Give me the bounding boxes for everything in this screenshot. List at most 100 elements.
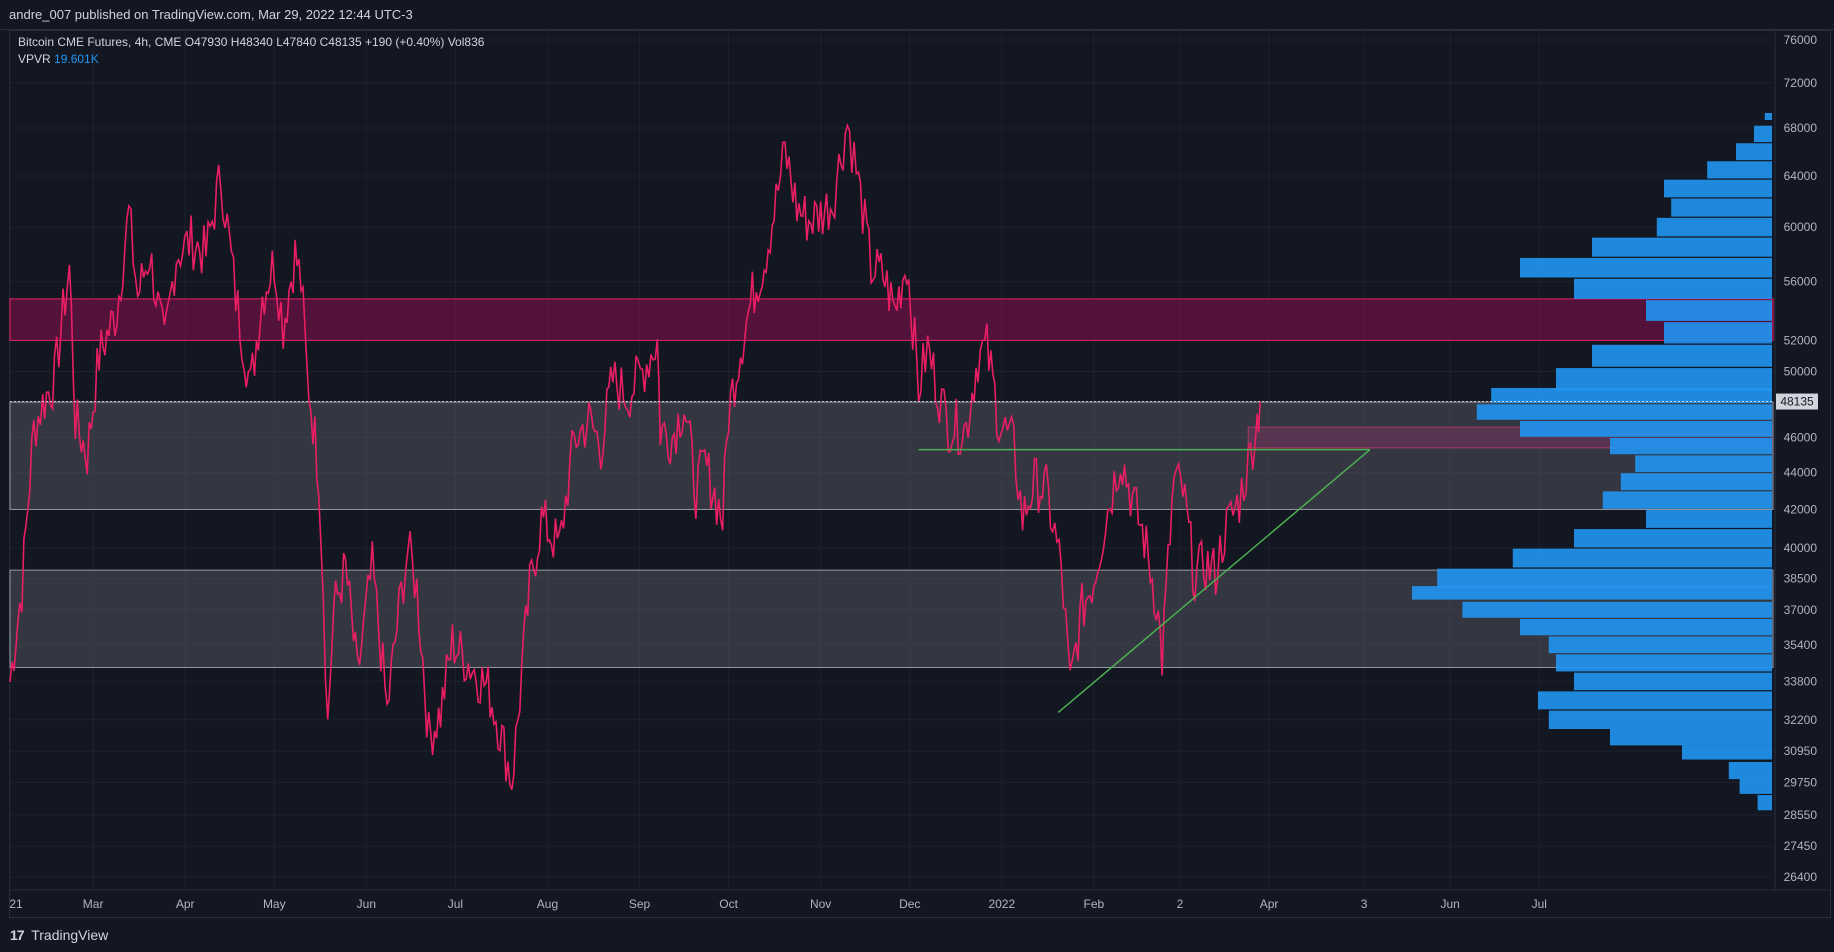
volume-profile-bar bbox=[1412, 586, 1772, 600]
volume-profile-bar bbox=[1736, 143, 1772, 161]
open-label: O bbox=[184, 35, 195, 49]
vpvr-label[interactable]: VPVR bbox=[18, 52, 51, 66]
x-tick-label: Nov bbox=[810, 897, 831, 911]
high-value: 48340 bbox=[239, 35, 273, 49]
last-price-label: 48135 bbox=[1780, 395, 1814, 409]
y-tick-label: 42000 bbox=[1784, 502, 1818, 516]
volume-profile-bar bbox=[1548, 710, 1772, 730]
volume-profile-bar bbox=[1671, 198, 1772, 217]
close-value: 48135 bbox=[328, 35, 362, 49]
chart-legend: Bitcoin CME Futures, 4h, CME O47930 H483… bbox=[18, 34, 484, 68]
y-tick-label: 40000 bbox=[1784, 541, 1818, 555]
volume-profile-bar bbox=[1574, 672, 1772, 691]
vol-value: 836 bbox=[464, 35, 485, 49]
volume-profile-bar bbox=[1682, 745, 1772, 760]
volume-profile-bar bbox=[1739, 778, 1772, 794]
y-tick-label: 29750 bbox=[1784, 775, 1818, 789]
x-tick-label: Jun bbox=[1440, 897, 1459, 911]
price-series[interactable] bbox=[9, 122, 1261, 790]
x-tick-label: Feb bbox=[1083, 897, 1104, 911]
y-tick-label: 44000 bbox=[1784, 466, 1818, 480]
symbol-title[interactable]: Bitcoin CME Futures, 4h, CME bbox=[18, 35, 182, 49]
y-tick-label: 76000 bbox=[1784, 33, 1818, 47]
support-zone[interactable] bbox=[9, 401, 1774, 510]
x-tick-label: Jul bbox=[1532, 897, 1547, 911]
x-tick-label: May bbox=[263, 897, 286, 911]
x-tick-label: 21 bbox=[9, 897, 23, 911]
publish-header: andre_007 published on TradingView.com, … bbox=[0, 0, 1834, 30]
volume-profile-bar bbox=[1462, 601, 1772, 618]
volume-profile-bar bbox=[1548, 636, 1772, 654]
volume-profile-bar bbox=[1728, 761, 1772, 780]
volume-profile-bar bbox=[1707, 161, 1772, 179]
footer-branding: 17 TradingView bbox=[0, 918, 1834, 952]
x-tick-label: 3 bbox=[1361, 897, 1368, 911]
high-label: H bbox=[230, 35, 240, 49]
resistance-zone[interactable] bbox=[9, 298, 1774, 341]
y-tick-label: 27450 bbox=[1784, 839, 1818, 853]
x-tick-label: Aug bbox=[537, 897, 558, 911]
y-tick-label: 68000 bbox=[1784, 121, 1818, 135]
tradingview-logo-icon: 17 bbox=[10, 927, 25, 943]
volume-profile-bar bbox=[1574, 278, 1772, 299]
footer-brand[interactable]: TradingView bbox=[31, 927, 109, 943]
legend-row-vpvr: VPVR 19.601K bbox=[18, 51, 484, 68]
volume-profile-bar bbox=[1754, 125, 1772, 143]
volume-profile-bar bbox=[1592, 344, 1772, 367]
open-value: 47930 bbox=[194, 35, 228, 49]
y-tick-label: 72000 bbox=[1784, 76, 1818, 90]
x-tick-label: Apr bbox=[176, 897, 195, 911]
volume-profile-bar bbox=[1520, 420, 1772, 437]
volume-profile-bar bbox=[1664, 322, 1772, 344]
trendline[interactable] bbox=[1057, 449, 1371, 714]
y-tick-label: 26400 bbox=[1784, 870, 1818, 884]
volume-profile-bar bbox=[1512, 548, 1772, 568]
volume-profile-bar bbox=[1574, 529, 1772, 548]
volume-profile-bar bbox=[1592, 237, 1772, 257]
volume-profile-bar bbox=[1664, 179, 1772, 198]
y-tick-label: 52000 bbox=[1784, 333, 1818, 347]
y-tick-label: 38500 bbox=[1784, 571, 1818, 585]
x-tick-label: Dec bbox=[899, 897, 920, 911]
y-tick-label: 56000 bbox=[1784, 275, 1818, 289]
volume-profile-bar bbox=[1646, 510, 1772, 528]
y-tick-label: 60000 bbox=[1784, 220, 1818, 234]
y-tick-label: 33800 bbox=[1784, 674, 1818, 688]
close-label: C bbox=[319, 35, 329, 49]
volume-profile-bar bbox=[1620, 473, 1772, 491]
volume-profile-bar bbox=[1646, 300, 1772, 321]
y-tick-label: 46000 bbox=[1784, 430, 1818, 444]
x-tick-label: 2022 bbox=[988, 897, 1015, 911]
y-tick-label: 64000 bbox=[1784, 169, 1818, 183]
volume-profile-bar bbox=[1635, 455, 1772, 472]
volume-profile-bar bbox=[1610, 728, 1772, 746]
volume-profile-bar bbox=[1520, 257, 1772, 278]
x-tick-label: Jul bbox=[448, 897, 463, 911]
published-line: andre_007 published on TradingView.com, … bbox=[9, 7, 413, 22]
x-tick-label: Oct bbox=[719, 897, 738, 911]
volume-profile-bar bbox=[1610, 437, 1772, 455]
y-tick-label: 30950 bbox=[1784, 744, 1818, 758]
y-tick-label: 32200 bbox=[1784, 713, 1818, 727]
volume-profile-bar bbox=[1520, 618, 1772, 636]
volume-profile-bar bbox=[1538, 691, 1772, 710]
volume-profile-bar bbox=[1556, 654, 1772, 672]
y-tick-label: 37000 bbox=[1784, 603, 1818, 617]
volume-profile-bar bbox=[1476, 404, 1772, 420]
low-label: L bbox=[276, 35, 283, 49]
x-tick-label: 2 bbox=[1177, 897, 1184, 911]
change-value: +190 (+0.40%) bbox=[364, 35, 445, 49]
x-tick-label: Jun bbox=[357, 897, 376, 911]
volume-profile-bar bbox=[1757, 795, 1772, 811]
vol-label: Vol bbox=[447, 35, 465, 49]
y-tick-label: 35400 bbox=[1784, 638, 1818, 652]
x-tick-label: Sep bbox=[629, 897, 651, 911]
x-tick-label: Mar bbox=[83, 897, 104, 911]
x-tick-label: Apr bbox=[1260, 897, 1279, 911]
y-tick-label: 28550 bbox=[1784, 808, 1818, 822]
volume-profile-bar bbox=[1764, 112, 1772, 120]
legend-row-symbol: Bitcoin CME Futures, 4h, CME O47930 H483… bbox=[18, 34, 484, 51]
vpvr-value: 19.601K bbox=[54, 52, 99, 66]
volume-profile-bar bbox=[1656, 217, 1772, 237]
